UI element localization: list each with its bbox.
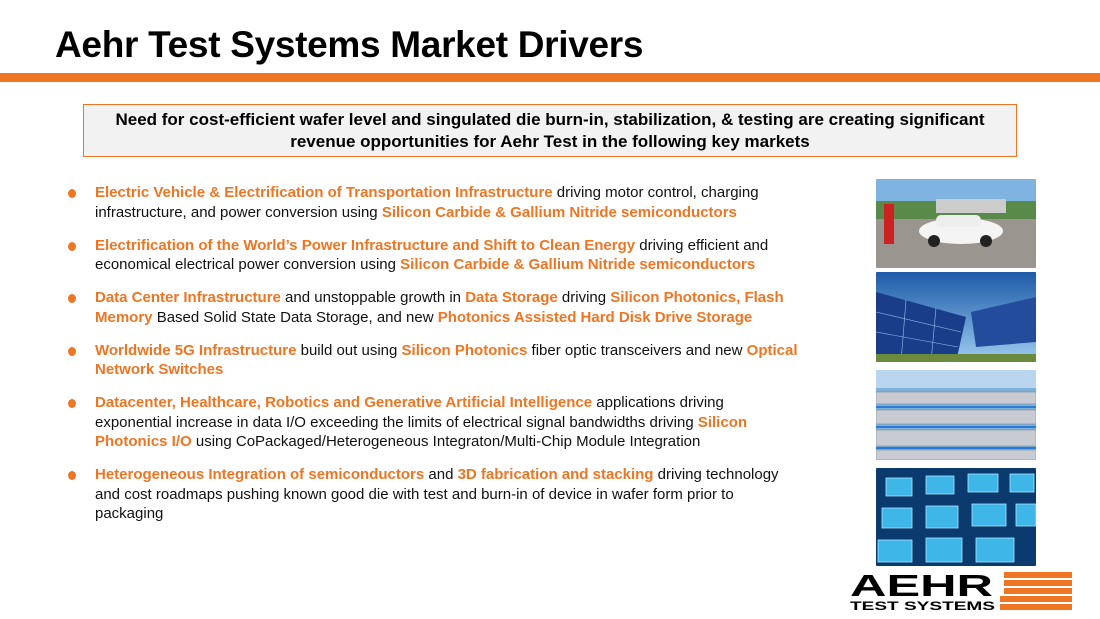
data-center-photo — [876, 370, 1036, 460]
chip-array-photo — [876, 468, 1036, 566]
body-text: driving efficient and economical electri… — [95, 236, 769, 274]
bullet-dot-icon — [68, 471, 76, 480]
highlight-text: Optical Network Switches — [95, 341, 798, 379]
body-text: and — [424, 466, 458, 483]
highlight-text: 3D fabrication and stacking — [457, 466, 654, 483]
callout-box: Need for cost-efficient wafer level and … — [83, 104, 1017, 157]
highlight-text: Worldwide 5G Infrastructure — [95, 341, 297, 359]
body-text: applications driving exponential increas… — [95, 394, 724, 431]
svg-text:AEHR: AEHR — [850, 570, 993, 603]
body-text: driving technology and cost roadmaps pus… — [95, 466, 779, 522]
callout-text: Need for cost-efficient wafer level and … — [115, 109, 985, 151]
bullet-item: Heterogeneous Integration of semiconduct… — [68, 465, 798, 524]
bullet-dot-icon — [68, 346, 76, 356]
bullet-dot-icon — [68, 294, 76, 303]
bullet-dot-icon — [68, 399, 76, 408]
title-divider — [0, 73, 1100, 82]
highlight-text: Electric Vehicle & Electrification of Tr… — [95, 184, 553, 201]
aehr-logo: AEHR TEST SYSTEMS — [850, 570, 1072, 612]
highlight-text: Silicon Photonics I/O — [95, 413, 748, 451]
bullet-item: Worldwide 5G Infrastructure build out us… — [68, 341, 798, 380]
body-text: build out using — [296, 341, 402, 359]
bullet-item: Electric Vehicle & Electrification of Tr… — [68, 183, 798, 222]
body-text: driving — [557, 289, 611, 306]
body-text: fiber optic transceivers and new — [527, 341, 747, 359]
highlight-text: Datacenter, Healthcare, Robotics and Gen… — [95, 394, 593, 411]
highlight-text: Data Storage — [465, 289, 558, 306]
bullet-dot-icon — [68, 189, 76, 198]
bullet-item: Data Center Infrastructure and unstoppab… — [68, 288, 798, 327]
bullet-list: Electric Vehicle & Electrification of Tr… — [68, 183, 798, 537]
highlight-text: Silicon Carbide & Gallium Nitride semico… — [400, 256, 756, 273]
highlight-text: Photonics Assisted Hard Disk Drive Stora… — [437, 308, 753, 326]
body-text: Based Solid State Data Storage, and new — [152, 308, 438, 326]
highlight-text: Silicon Photonics, Flash Memory — [95, 289, 784, 326]
solar-panels-photo — [876, 272, 1036, 362]
highlight-text: Heterogeneous Integration of semiconduct… — [95, 466, 425, 483]
body-text: driving motor control, charging infrastr… — [95, 184, 759, 221]
highlight-text: Silicon Carbide & Gallium Nitride semico… — [381, 203, 737, 221]
body-text: and unstoppable growth in — [280, 289, 466, 306]
bullet-item: Datacenter, Healthcare, Robotics and Gen… — [68, 393, 798, 452]
page-title: Aehr Test Systems Market Drivers — [55, 24, 644, 65]
bullet-dot-icon — [68, 241, 76, 251]
ev-charging-photo — [876, 179, 1036, 268]
highlight-text: Electrification of the World’s Power Inf… — [95, 236, 636, 254]
highlight-text: Data Center Infrastructure — [95, 289, 281, 306]
body-text: using CoPackaged/Heterogeneous Integrato… — [191, 433, 701, 450]
svg-text:TEST SYSTEMS: TEST SYSTEMS — [850, 599, 995, 612]
highlight-text: Silicon Photonics — [401, 341, 528, 359]
bullet-item: Electrification of the World’s Power Inf… — [68, 236, 798, 275]
